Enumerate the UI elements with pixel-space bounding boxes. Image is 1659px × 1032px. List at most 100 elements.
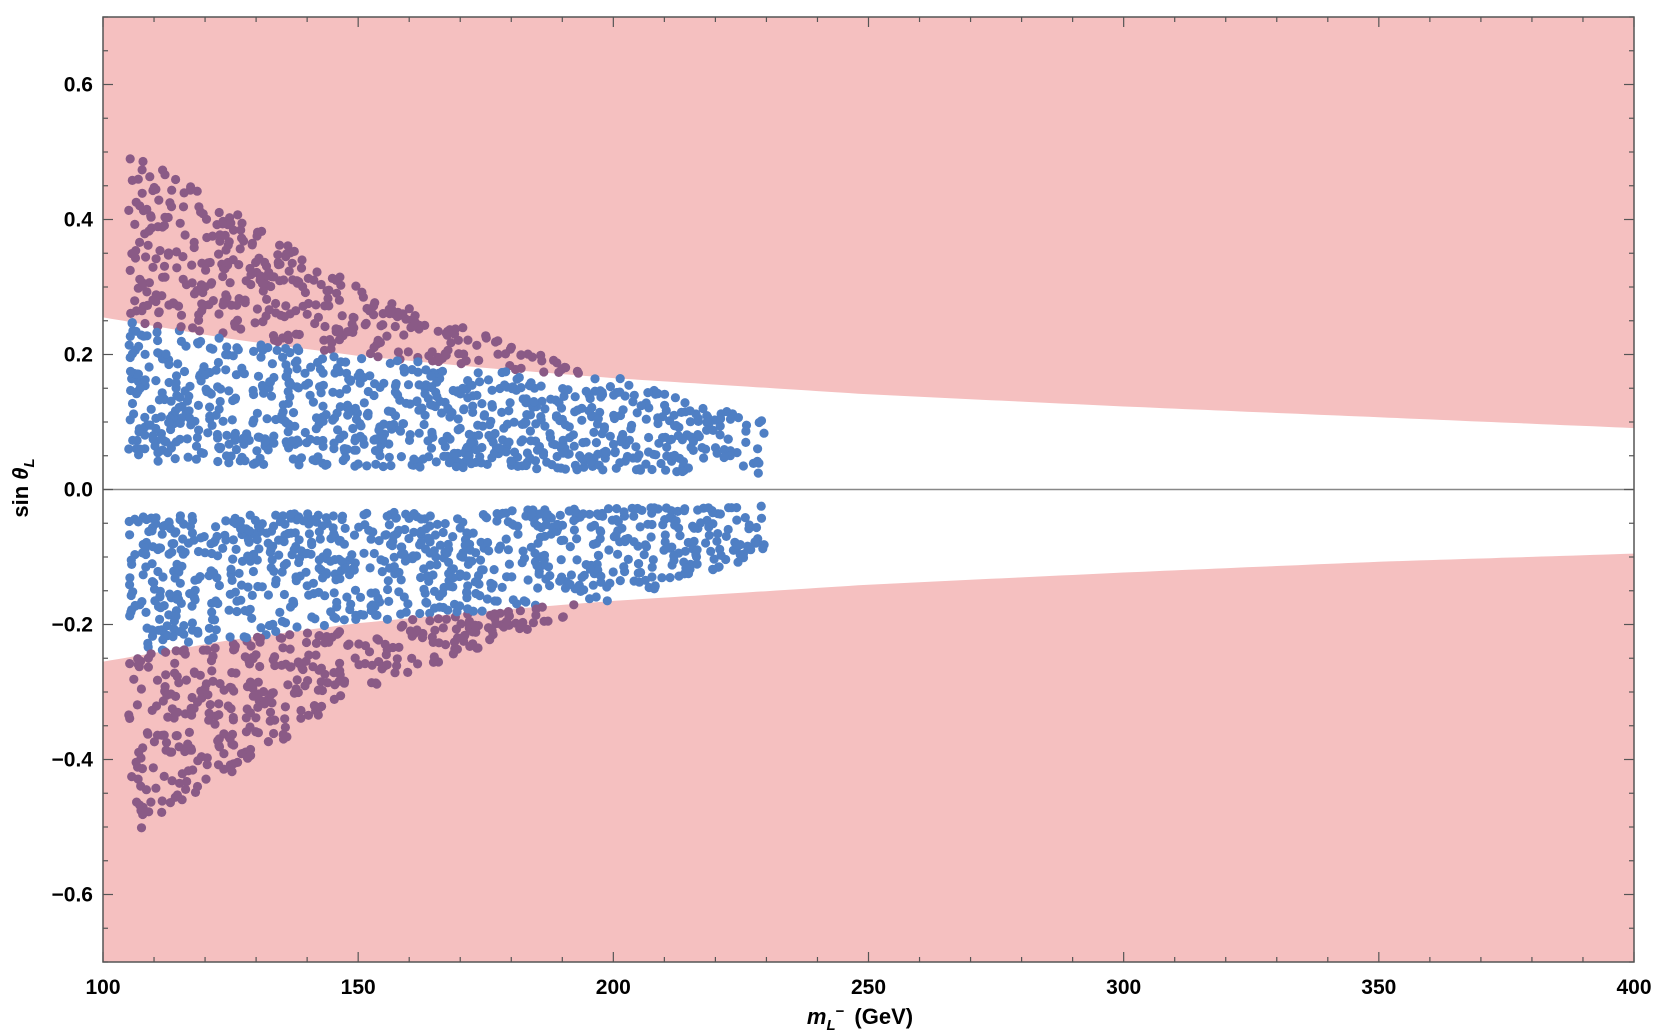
data-point-excluded	[413, 659, 423, 669]
data-point-excluded	[170, 708, 180, 718]
data-point	[191, 441, 202, 451]
data-point	[274, 550, 284, 560]
data-point	[692, 545, 702, 555]
data-point	[378, 434, 388, 444]
data-point-excluded	[456, 359, 466, 369]
data-point	[322, 548, 332, 558]
data-point	[519, 553, 530, 563]
data-point-excluded	[124, 205, 134, 215]
data-point-excluded	[403, 347, 413, 357]
data-point	[656, 458, 666, 469]
data-point	[536, 412, 546, 422]
data-point	[209, 537, 219, 548]
data-point	[497, 407, 507, 417]
data-point	[288, 454, 298, 464]
data-point	[329, 529, 339, 539]
data-point	[723, 434, 733, 444]
data-point-excluded	[280, 702, 290, 712]
data-point	[466, 457, 476, 467]
data-point	[392, 356, 402, 366]
data-point	[266, 391, 277, 401]
data-point	[643, 388, 653, 398]
data-point	[669, 410, 679, 420]
data-point	[395, 426, 406, 436]
data-point-excluded	[392, 654, 402, 664]
data-point	[425, 521, 435, 531]
data-point-excluded	[518, 617, 528, 628]
data-point	[570, 392, 580, 402]
data-point	[444, 458, 454, 468]
data-point	[674, 523, 684, 533]
data-point	[474, 430, 484, 440]
data-point-excluded	[171, 691, 181, 702]
data-point	[666, 434, 677, 444]
data-point	[669, 551, 679, 561]
data-point	[425, 511, 435, 521]
data-point	[350, 585, 361, 595]
data-point-excluded	[302, 309, 312, 319]
x-tick-label: 100	[85, 976, 120, 999]
data-point	[329, 352, 339, 362]
data-point	[222, 430, 232, 440]
data-point	[438, 527, 448, 538]
data-point	[325, 556, 336, 566]
data-point	[715, 421, 725, 431]
data-point	[466, 437, 476, 448]
data-point	[564, 506, 574, 516]
data-point	[282, 371, 292, 381]
data-point	[556, 535, 566, 546]
data-point-excluded	[160, 272, 170, 282]
data-point	[675, 531, 685, 541]
data-point-excluded	[343, 640, 353, 651]
data-point	[206, 566, 216, 576]
data-point	[680, 398, 690, 408]
data-point	[224, 439, 234, 449]
data-point-excluded	[320, 301, 330, 311]
data-point	[364, 525, 374, 535]
data-point	[541, 520, 551, 530]
data-point	[218, 416, 228, 426]
data-point-excluded	[373, 352, 383, 362]
data-point	[647, 572, 657, 582]
data-point-excluded	[257, 279, 268, 289]
data-point	[275, 517, 285, 527]
data-point	[140, 375, 150, 385]
data-point	[704, 530, 714, 540]
data-point-excluded	[149, 182, 159, 193]
data-point-excluded	[125, 265, 135, 275]
data-point	[414, 405, 424, 415]
data-point	[601, 447, 611, 457]
data-point-excluded	[193, 756, 203, 766]
data-point	[660, 537, 670, 547]
data-point	[288, 408, 299, 418]
data-point	[409, 527, 419, 537]
data-point	[483, 375, 494, 385]
data-point-excluded	[214, 309, 224, 319]
data-point	[389, 562, 399, 572]
data-point	[339, 430, 349, 440]
data-point	[175, 627, 185, 637]
data-point	[307, 540, 317, 550]
data-point-excluded	[325, 335, 335, 345]
data-point	[355, 592, 366, 603]
data-point	[148, 431, 158, 441]
data-point	[431, 457, 441, 467]
data-point-excluded	[202, 645, 212, 655]
data-point-excluded	[235, 244, 245, 254]
data-point	[555, 510, 565, 520]
data-point	[689, 536, 699, 547]
data-point	[183, 637, 194, 647]
data-point	[177, 561, 187, 571]
data-point	[252, 535, 262, 545]
data-point	[472, 390, 482, 400]
data-point	[279, 589, 289, 600]
data-point	[572, 534, 582, 544]
data-point-excluded	[246, 750, 256, 761]
data-point	[660, 400, 670, 410]
data-point	[539, 550, 550, 560]
data-point	[170, 454, 180, 464]
data-point	[262, 528, 272, 538]
data-point	[383, 406, 393, 416]
data-point	[497, 367, 507, 378]
